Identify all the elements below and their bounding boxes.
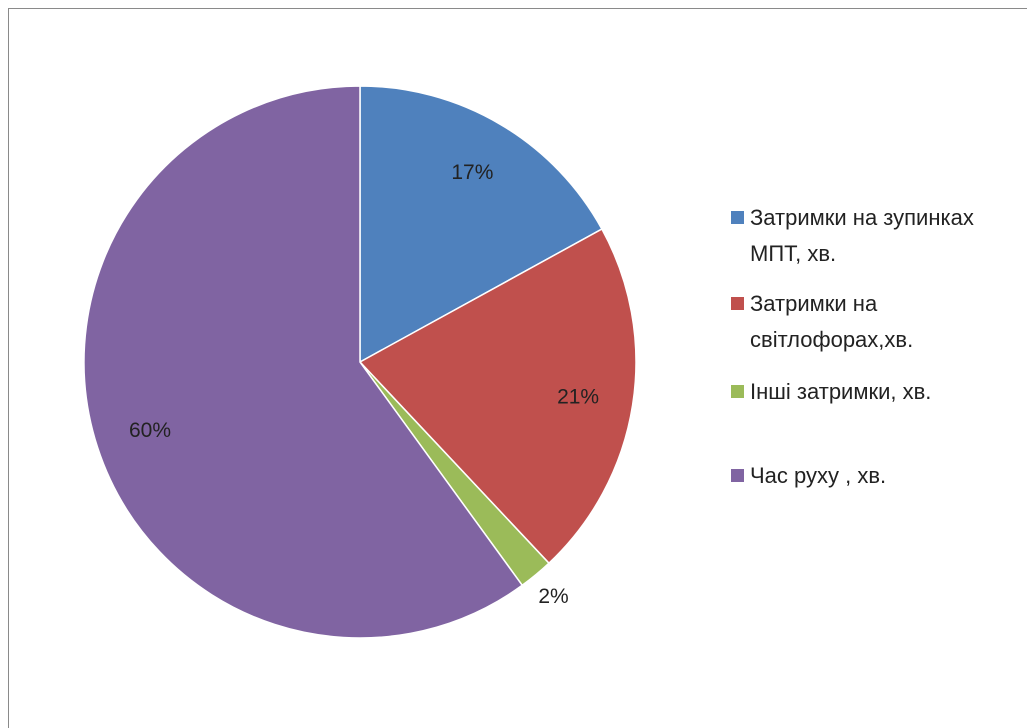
legend-swatch-travel-time: [731, 469, 744, 482]
pie-slice-stops: [359, 85, 603, 364]
legend-swatch-stops: [731, 211, 744, 224]
data-label-traffic-lights: 21%: [557, 386, 599, 409]
legend-label-other-delays: Інші затримки, хв.: [750, 379, 932, 404]
legend-label-stops: Затримки на зупинках МПТ, хв.: [750, 205, 974, 266]
legend-label-traffic-lights: Затримки на світлофорах,хв.: [750, 291, 914, 352]
chart-frame: [8, 8, 1027, 728]
pie-slices: [83, 85, 637, 639]
legend-item-traffic-lights: Затримки на світлофорах,хв.: [731, 286, 1021, 358]
legend-item-stops: Затримки на зупинках МПТ, хв.: [731, 200, 1021, 272]
pie-data-labels: 17% 21% 2% 60%: [129, 161, 599, 608]
data-label-travel-time: 60%: [129, 419, 171, 442]
legend-item-other-delays: Інші затримки, хв.: [731, 374, 1021, 410]
legend-swatch-traffic-lights: [731, 297, 744, 310]
data-label-other-delays: 2%: [538, 585, 568, 608]
legend-label-travel-time: Час руху , хв.: [750, 463, 887, 488]
legend-swatch-other-delays: [731, 385, 744, 398]
pie-slice-travel-time: [83, 85, 524, 639]
pie-chart: 17% 21% 2% 60%: [83, 85, 637, 639]
data-label-stops: 17%: [451, 161, 493, 184]
pie-slice-traffic-lights: [358, 228, 637, 565]
legend-item-travel-time: Час руху , хв.: [731, 458, 1021, 494]
